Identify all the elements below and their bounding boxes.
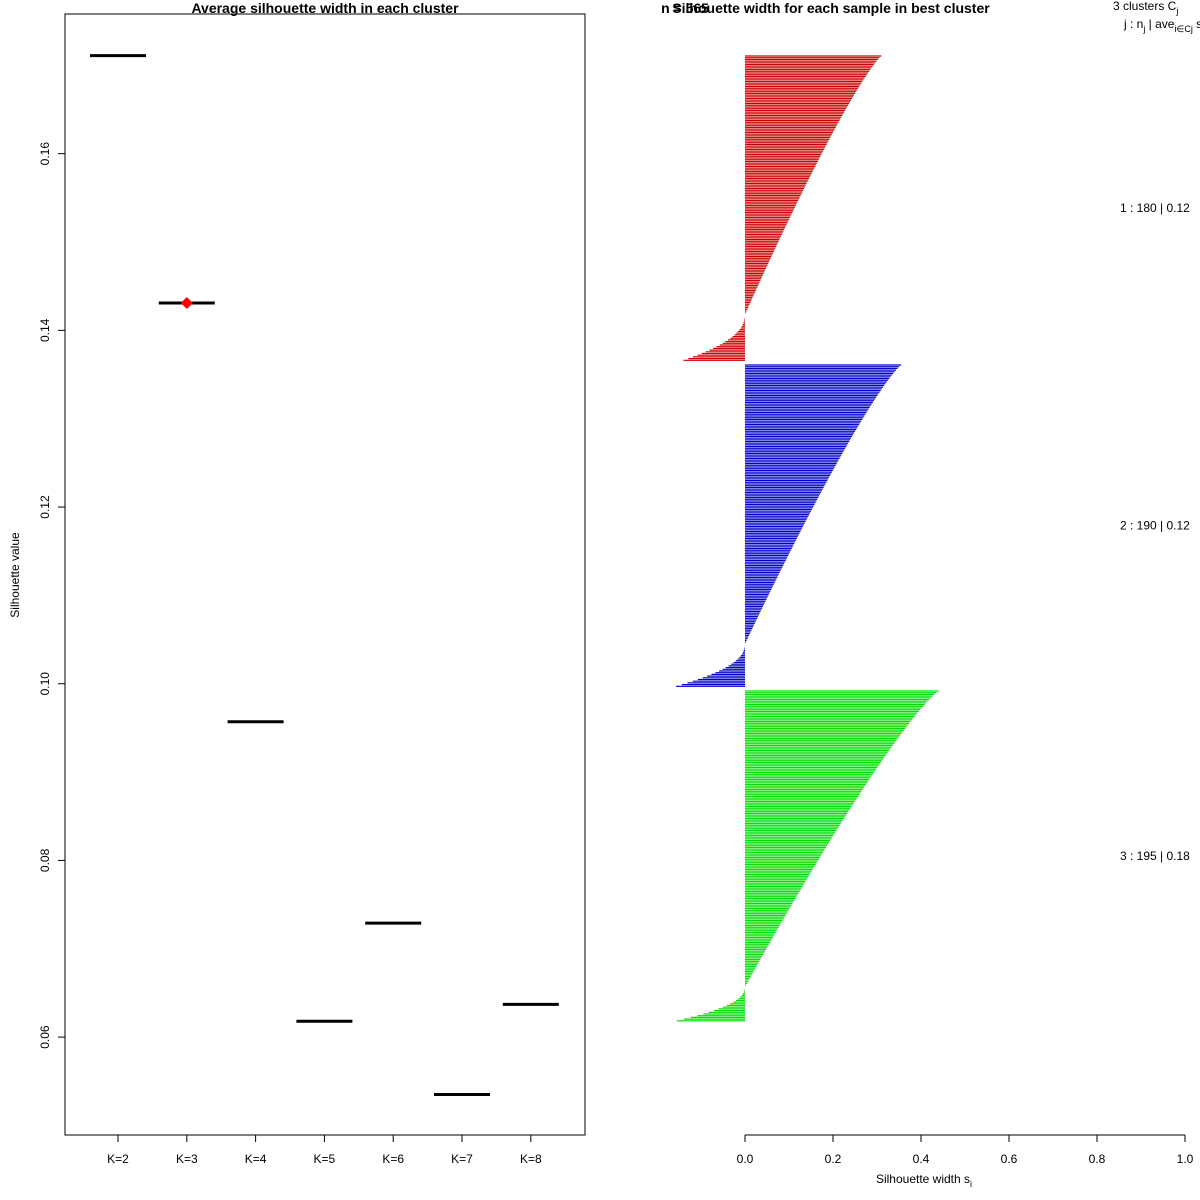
right-chart-title: Silhouette width for each sample in best… <box>672 0 990 16</box>
y-tick-label: 0.16 <box>38 142 52 166</box>
y-tick-label: 0.08 <box>38 848 52 872</box>
right-x-axis: 0.0 0.2 0.4 0.6 0.8 1.0 <box>737 1134 1194 1166</box>
x-tick-label: K=8 <box>520 1152 542 1166</box>
y-tick-label: 0.12 <box>38 495 52 519</box>
best-k-marker <box>180 296 193 309</box>
left-panel: Average silhouette width in each cluster… <box>8 0 586 1166</box>
silhouette-bars <box>675 55 939 1022</box>
x-tick-label: K=6 <box>382 1152 404 1166</box>
x-tick-label: 0.8 <box>1089 1152 1106 1166</box>
legend-header-line-1: 3 clusters Cj <box>1113 0 1178 16</box>
cluster-labels: 1 : 180 | 0.12 2 : 190 | 0.12 3 : 195 | 0.… <box>1120 201 1190 863</box>
left-y-axis: 0.06 0.08 0.10 0.12 0.14 0.16 <box>38 142 65 1049</box>
right-x-axis-label: Silhouette width si <box>876 1172 972 1189</box>
right-chart-subtitle: n = 565 <box>661 0 709 16</box>
silhouette-legend-header: 3 clusters Cj j : nj | avei∈Cj s <box>1113 0 1200 34</box>
left-y-axis-label: Silhouette value <box>8 532 22 618</box>
left-plot-frame <box>64 13 586 1136</box>
y-tick-label: 0.14 <box>38 318 52 342</box>
left-chart-title: Average silhouette width in each cluster <box>191 0 459 16</box>
x-tick-label: 0.4 <box>913 1152 930 1166</box>
x-tick-label: 0.0 <box>737 1152 754 1166</box>
cluster-label: 1 : 180 | 0.12 <box>1120 201 1190 215</box>
left-marks <box>90 54 559 1097</box>
cluster-label: 2 : 190 | 0.12 <box>1120 519 1190 533</box>
x-tick-label: K=5 <box>314 1152 336 1166</box>
left-x-axis: K=2 K=3 K=4 K=5 K=6 K=7 K=8 <box>107 1135 542 1166</box>
y-tick-label: 0.06 <box>38 1025 52 1049</box>
x-tick-label: 1.0 <box>1177 1152 1194 1166</box>
cluster-label: 3 : 195 | 0.18 <box>1120 849 1190 863</box>
x-tick-label: 0.6 <box>1001 1152 1018 1166</box>
x-tick-label: 0.2 <box>825 1152 842 1166</box>
y-tick-label: 0.10 <box>38 672 52 696</box>
x-tick-label: K=3 <box>176 1152 198 1166</box>
right-panel: n = 565 Silhouette width for each sample… <box>661 0 1200 1189</box>
legend-header-line-2: j : nj | avei∈Cj s <box>1123 17 1200 34</box>
x-tick-label: K=4 <box>245 1152 267 1166</box>
x-tick-label: K=7 <box>451 1152 473 1166</box>
x-tick-label: K=2 <box>107 1152 129 1166</box>
